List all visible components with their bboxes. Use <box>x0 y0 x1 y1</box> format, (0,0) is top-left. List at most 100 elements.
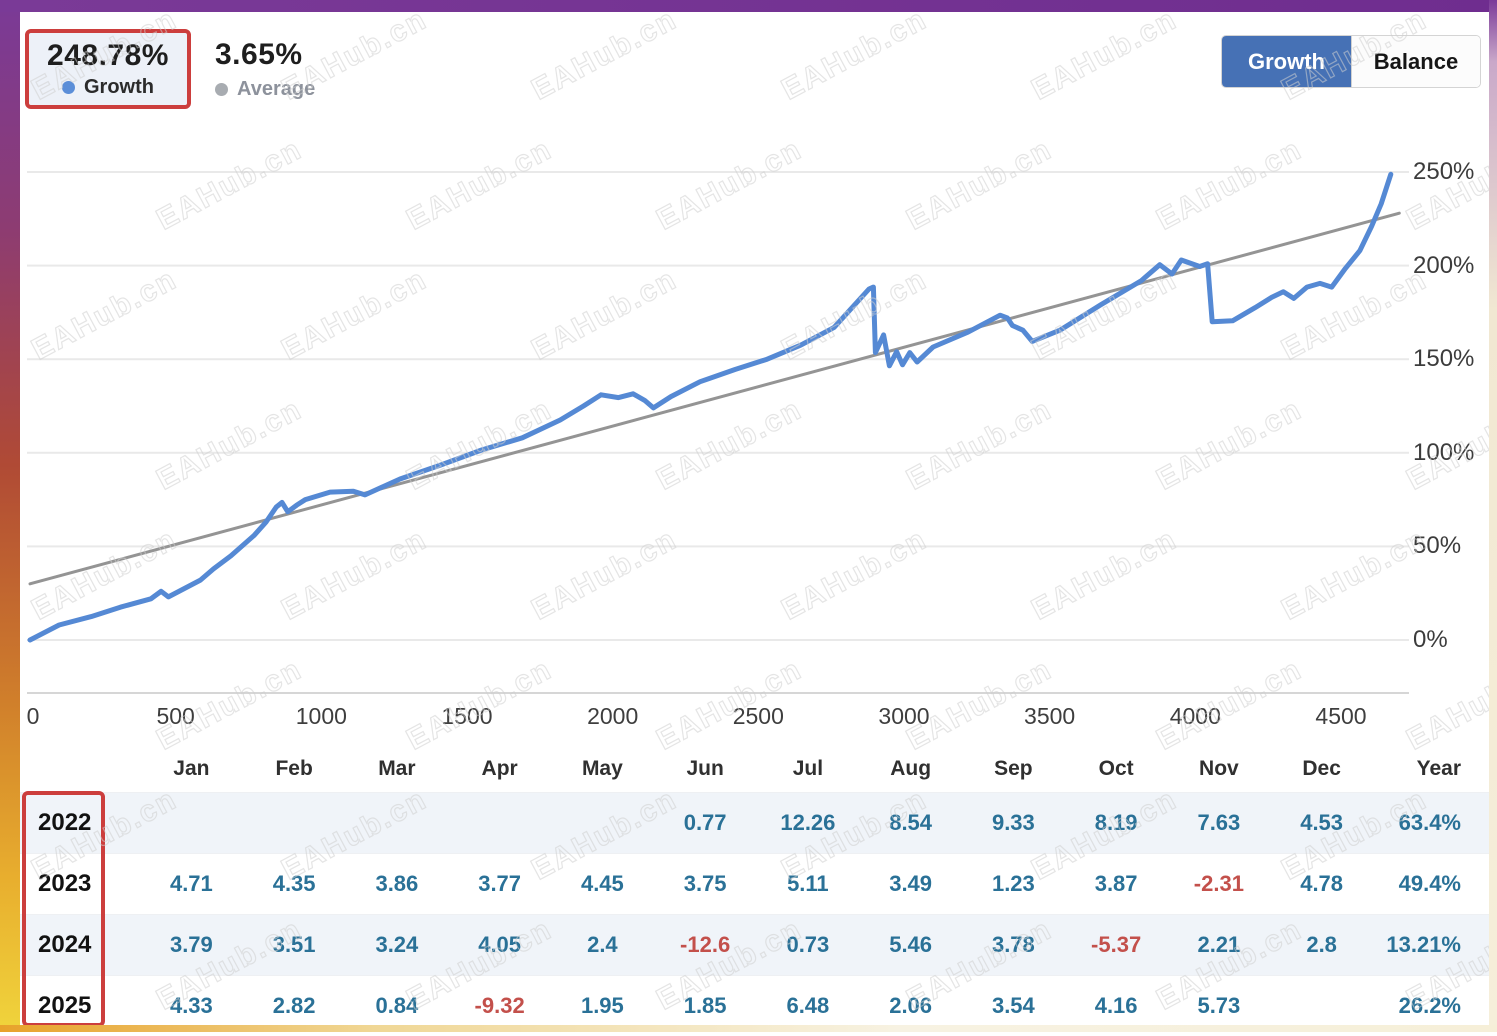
watermark-text: EAHub.cn <box>1026 3 1183 108</box>
column-header-month: Oct <box>1065 757 1168 781</box>
x-tick-label: 4000 <box>1170 703 1221 730</box>
column-header-month: Mar <box>346 757 449 781</box>
frame-left <box>0 0 20 1032</box>
y-tick-label: 0% <box>1413 626 1448 654</box>
row-year-label: 2022 <box>20 809 140 837</box>
monthly-gain-cell: 0.77 <box>654 810 757 836</box>
monthly-gain-cell: 4.05 <box>448 932 551 958</box>
monthly-gain-cell: 3.54 <box>962 993 1065 1019</box>
monthly-gain-cell: 3.77 <box>448 871 551 897</box>
monthly-gain-cell: 3.49 <box>859 871 962 897</box>
monthly-gain-cell: 5.46 <box>859 932 962 958</box>
monthly-gain-cell: 2.21 <box>1168 932 1271 958</box>
monthly-gain-cell: 4.71 <box>140 871 243 897</box>
growth-legend-dot-icon <box>62 81 75 94</box>
x-tick-label: 3000 <box>878 703 929 730</box>
row-year-label: 2025 <box>20 992 140 1020</box>
x-tick-label: 1000 <box>296 703 347 730</box>
monthly-gain-cell: 4.16 <box>1065 993 1168 1019</box>
x-tick-label: 4500 <box>1315 703 1366 730</box>
monthly-gain-cell: 2.06 <box>859 993 962 1019</box>
monthly-gain-cell: 4.78 <box>1270 871 1373 897</box>
monthly-gain-cell: 3.75 <box>654 871 757 897</box>
year-total-cell: 49.4% <box>1373 871 1489 897</box>
monthly-gain-cell: 0.84 <box>346 993 449 1019</box>
average-stat: 3.65% Average <box>215 38 315 101</box>
monthly-gain-cell: 3.78 <box>962 932 1065 958</box>
monthly-gain-cell: 1.23 <box>962 871 1065 897</box>
column-header-year: Year <box>1373 757 1489 781</box>
chart-view-toggle: Growth Balance <box>1222 36 1480 87</box>
monthly-gain-cell: 4.35 <box>243 871 346 897</box>
growth-line <box>30 174 1391 640</box>
monthly-gain-cell: 12.26 <box>757 810 860 836</box>
monthly-gain-cell: 4.33 <box>140 993 243 1019</box>
column-header-month: Dec <box>1270 757 1373 781</box>
monthly-gain-cell: -12.6 <box>654 932 757 958</box>
monthly-gain-cell: 8.19 <box>1065 810 1168 836</box>
monthly-gain-cell: -2.31 <box>1168 871 1271 897</box>
frame-right <box>1489 0 1497 1032</box>
average-label: Average <box>237 78 315 101</box>
y-tick-label: 250% <box>1413 158 1474 186</box>
x-tick-label: 2500 <box>733 703 784 730</box>
monthly-gain-cell: 0.73 <box>757 932 860 958</box>
year-total-cell: 26.2% <box>1373 993 1489 1019</box>
monthly-gain-cell: 3.86 <box>346 871 449 897</box>
monthly-gain-cell: 2.8 <box>1270 932 1373 958</box>
watermark-text: EAHub.cn <box>776 3 933 108</box>
monthly-gain-cell: 3.79 <box>140 932 243 958</box>
monthly-gain-cell: 9.33 <box>962 810 1065 836</box>
column-header-month: Feb <box>243 757 346 781</box>
x-tick-label: 2000 <box>587 703 638 730</box>
average-legend-dot-icon <box>215 83 228 96</box>
growth-stat-box: 248.78% Growth <box>25 29 191 109</box>
monthly-gain-cell: 3.51 <box>243 932 346 958</box>
monthly-gain-cell: 1.85 <box>654 993 757 1019</box>
growth-label: Growth <box>84 76 154 99</box>
column-header-month: Jan <box>140 757 243 781</box>
column-header-month: Jun <box>654 757 757 781</box>
monthly-gain-cell: 3.24 <box>346 932 449 958</box>
growth-chart <box>27 132 1409 699</box>
column-header-month: Apr <box>448 757 551 781</box>
growth-value: 248.78% <box>47 39 169 73</box>
row-year-label: 2024 <box>20 931 140 959</box>
monthly-gain-cell: 5.11 <box>757 871 860 897</box>
monthly-gain-cell: 4.45 <box>551 871 654 897</box>
monthly-gain-cell: 7.63 <box>1168 810 1271 836</box>
balance-tab[interactable]: Balance <box>1351 36 1480 87</box>
row-year-label: 2023 <box>20 870 140 898</box>
column-header-month: Nov <box>1168 757 1271 781</box>
column-header-month: Aug <box>859 757 962 781</box>
growth-tab[interactable]: Growth <box>1222 36 1351 87</box>
monthly-gain-cell: 5.73 <box>1168 993 1271 1019</box>
x-tick-label: 0 <box>27 703 40 730</box>
monthly-gain-cell: 8.54 <box>859 810 962 836</box>
average-value: 3.65% <box>215 38 315 72</box>
column-header-month: Jul <box>757 757 860 781</box>
y-tick-label: 50% <box>1413 532 1461 560</box>
x-tick-label: 3500 <box>1024 703 1075 730</box>
monthly-gain-cell: 2.82 <box>243 993 346 1019</box>
y-tick-label: 200% <box>1413 252 1474 280</box>
column-header-month: May <box>551 757 654 781</box>
monthly-gain-cell: 3.87 <box>1065 871 1168 897</box>
monthly-gain-cell: 4.53 <box>1270 810 1373 836</box>
y-tick-label: 150% <box>1413 345 1474 373</box>
year-total-cell: 63.4% <box>1373 810 1489 836</box>
average-line <box>30 213 1399 584</box>
monthly-gain-cell: 1.95 <box>551 993 654 1019</box>
year-total-cell: 13.21% <box>1373 932 1489 958</box>
watermark-text: EAHub.cn <box>526 3 683 108</box>
monthly-gain-cell: 2.4 <box>551 932 654 958</box>
monthly-gain-cell: -9.32 <box>448 993 551 1019</box>
